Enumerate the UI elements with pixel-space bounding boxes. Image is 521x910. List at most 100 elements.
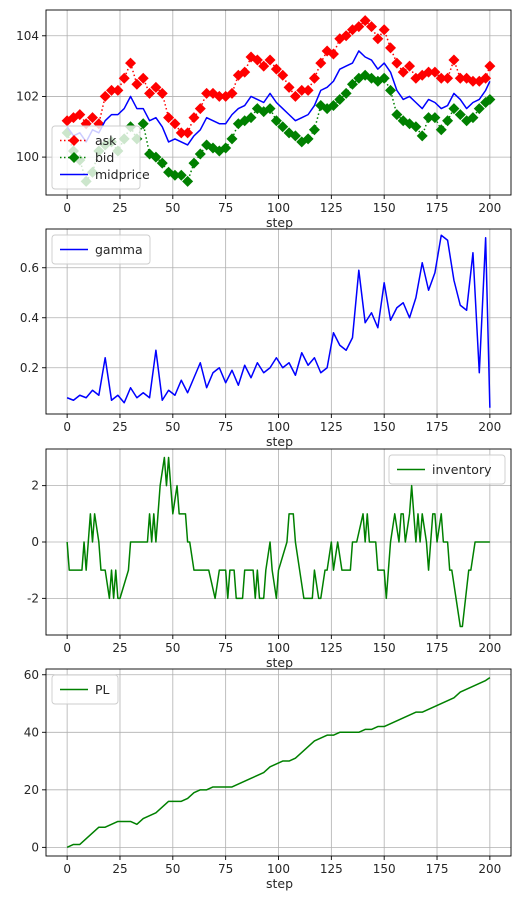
series-ask-marker [385,42,397,54]
y-tick-label: 0.4 [20,311,39,325]
y-tick-label: 100 [16,150,39,164]
x-tick-label: 125 [320,201,343,215]
series-inventory-line [66,456,490,628]
x-tick-label: 75 [218,420,233,434]
x-tick-label: 175 [426,420,449,434]
series-ask-marker [131,78,143,90]
legend-marker-bid [68,152,80,163]
x-tick-label: 0 [63,420,71,434]
series-bid-marker [448,103,460,115]
series-ask-marker [302,84,314,96]
y-tick-label: 104 [16,29,39,43]
y-tick-label: -2 [27,591,39,605]
series-ask-marker [270,63,282,75]
x-tick-label: 100 [267,420,290,434]
plot-area [66,234,491,408]
x-tick-label: 150 [373,420,396,434]
legend-label-inventory: inventory [432,462,492,477]
x-tick-label: 75 [218,641,233,655]
series-ask-marker [340,30,352,42]
plot-area [66,677,491,849]
series-ask-marker [125,57,137,69]
x-tick-label: 125 [320,420,343,434]
y-tick-label: 40 [24,725,39,739]
series-ask-marker [239,66,251,78]
series-bid-marker [467,112,479,124]
legend: PL [51,674,119,705]
series-bid-marker [245,112,257,124]
series-ask-marker [182,127,194,139]
series-ask-marker [378,24,390,36]
x-tick-label: 25 [112,641,127,655]
y-tick-label: 102 [16,89,39,103]
series-bid-marker [137,118,149,130]
series-ask [61,15,496,139]
series-ask-marker [112,84,124,96]
y-tick-label: 0.2 [20,361,39,375]
series-gamma-line [66,234,491,408]
series-ask-marker [296,84,308,96]
x-tick-label: 125 [320,641,343,655]
series-bid-marker [156,157,168,169]
series-ask-marker [435,72,447,84]
series-midprice [66,50,491,146]
series-ask-marker [169,118,181,130]
y-tick-label: 0 [31,840,39,854]
y-tick-label: 0.6 [20,261,39,275]
x-tick-label: 200 [478,862,501,876]
series-bid-marker [220,142,232,154]
series-ask-marker [175,127,187,139]
series-bid-marker [435,124,447,136]
series-ask-marker [467,75,479,87]
series-bid-marker [302,133,314,145]
x-tick-label: 100 [267,641,290,655]
series-ask-marker [429,66,441,78]
series-ask-marker [258,60,270,72]
series-ask-marker [315,57,327,69]
series-ask-marker [283,81,295,93]
series-ask-marker [277,69,289,81]
series-bid-marker [194,148,206,160]
x-tick-label: 200 [478,641,501,655]
series-bid-marker [423,112,435,124]
series-bid-marker [429,112,441,124]
x-tick-label: 50 [165,201,180,215]
x-tick-label: 175 [426,862,449,876]
series-ask-marker [201,87,213,99]
series-bid-marker [410,121,422,133]
series-ask-marker [289,90,301,102]
series-ask-marker [391,57,403,69]
series-bid-marker [346,78,358,90]
x-axis-label: step [266,655,293,670]
x-tick-label: 50 [165,420,180,434]
series-ask-marker [480,72,492,84]
series-ask-marker [404,60,416,72]
x-tick-label: 150 [373,862,396,876]
series-inventory [66,456,490,628]
y-tick-label: 20 [24,783,39,797]
x-tick-label: 150 [373,201,396,215]
x-tick-label: 175 [426,201,449,215]
series-ask-marker [454,72,466,84]
series-bid-marker [378,72,390,84]
y-tick-label: 60 [24,668,39,682]
panel-inventory: 0 25 50 75 100 125 150 175 200 -2 0 2 step inventory [27,448,512,670]
series-bid-marker [308,124,320,136]
series-gamma [66,234,491,408]
legend-marker-ask [68,135,80,146]
series-ask-marker [366,21,377,33]
series-bid-marker [334,93,346,105]
series-ask-marker [251,54,263,66]
x-tick-label: 50 [165,862,180,876]
y-tick-label: 0 [31,535,39,549]
series-ask-marker [150,81,162,93]
series-bid-marker [340,87,352,99]
series-ask-marker [144,87,156,99]
legend-label-midprice: midprice [95,167,150,182]
legend: gamma [51,234,151,265]
series-ask-marker [484,60,496,72]
legend: ask bid midprice [51,125,150,190]
x-tick-label: 175 [426,641,449,655]
series-bid-marker [289,130,301,142]
